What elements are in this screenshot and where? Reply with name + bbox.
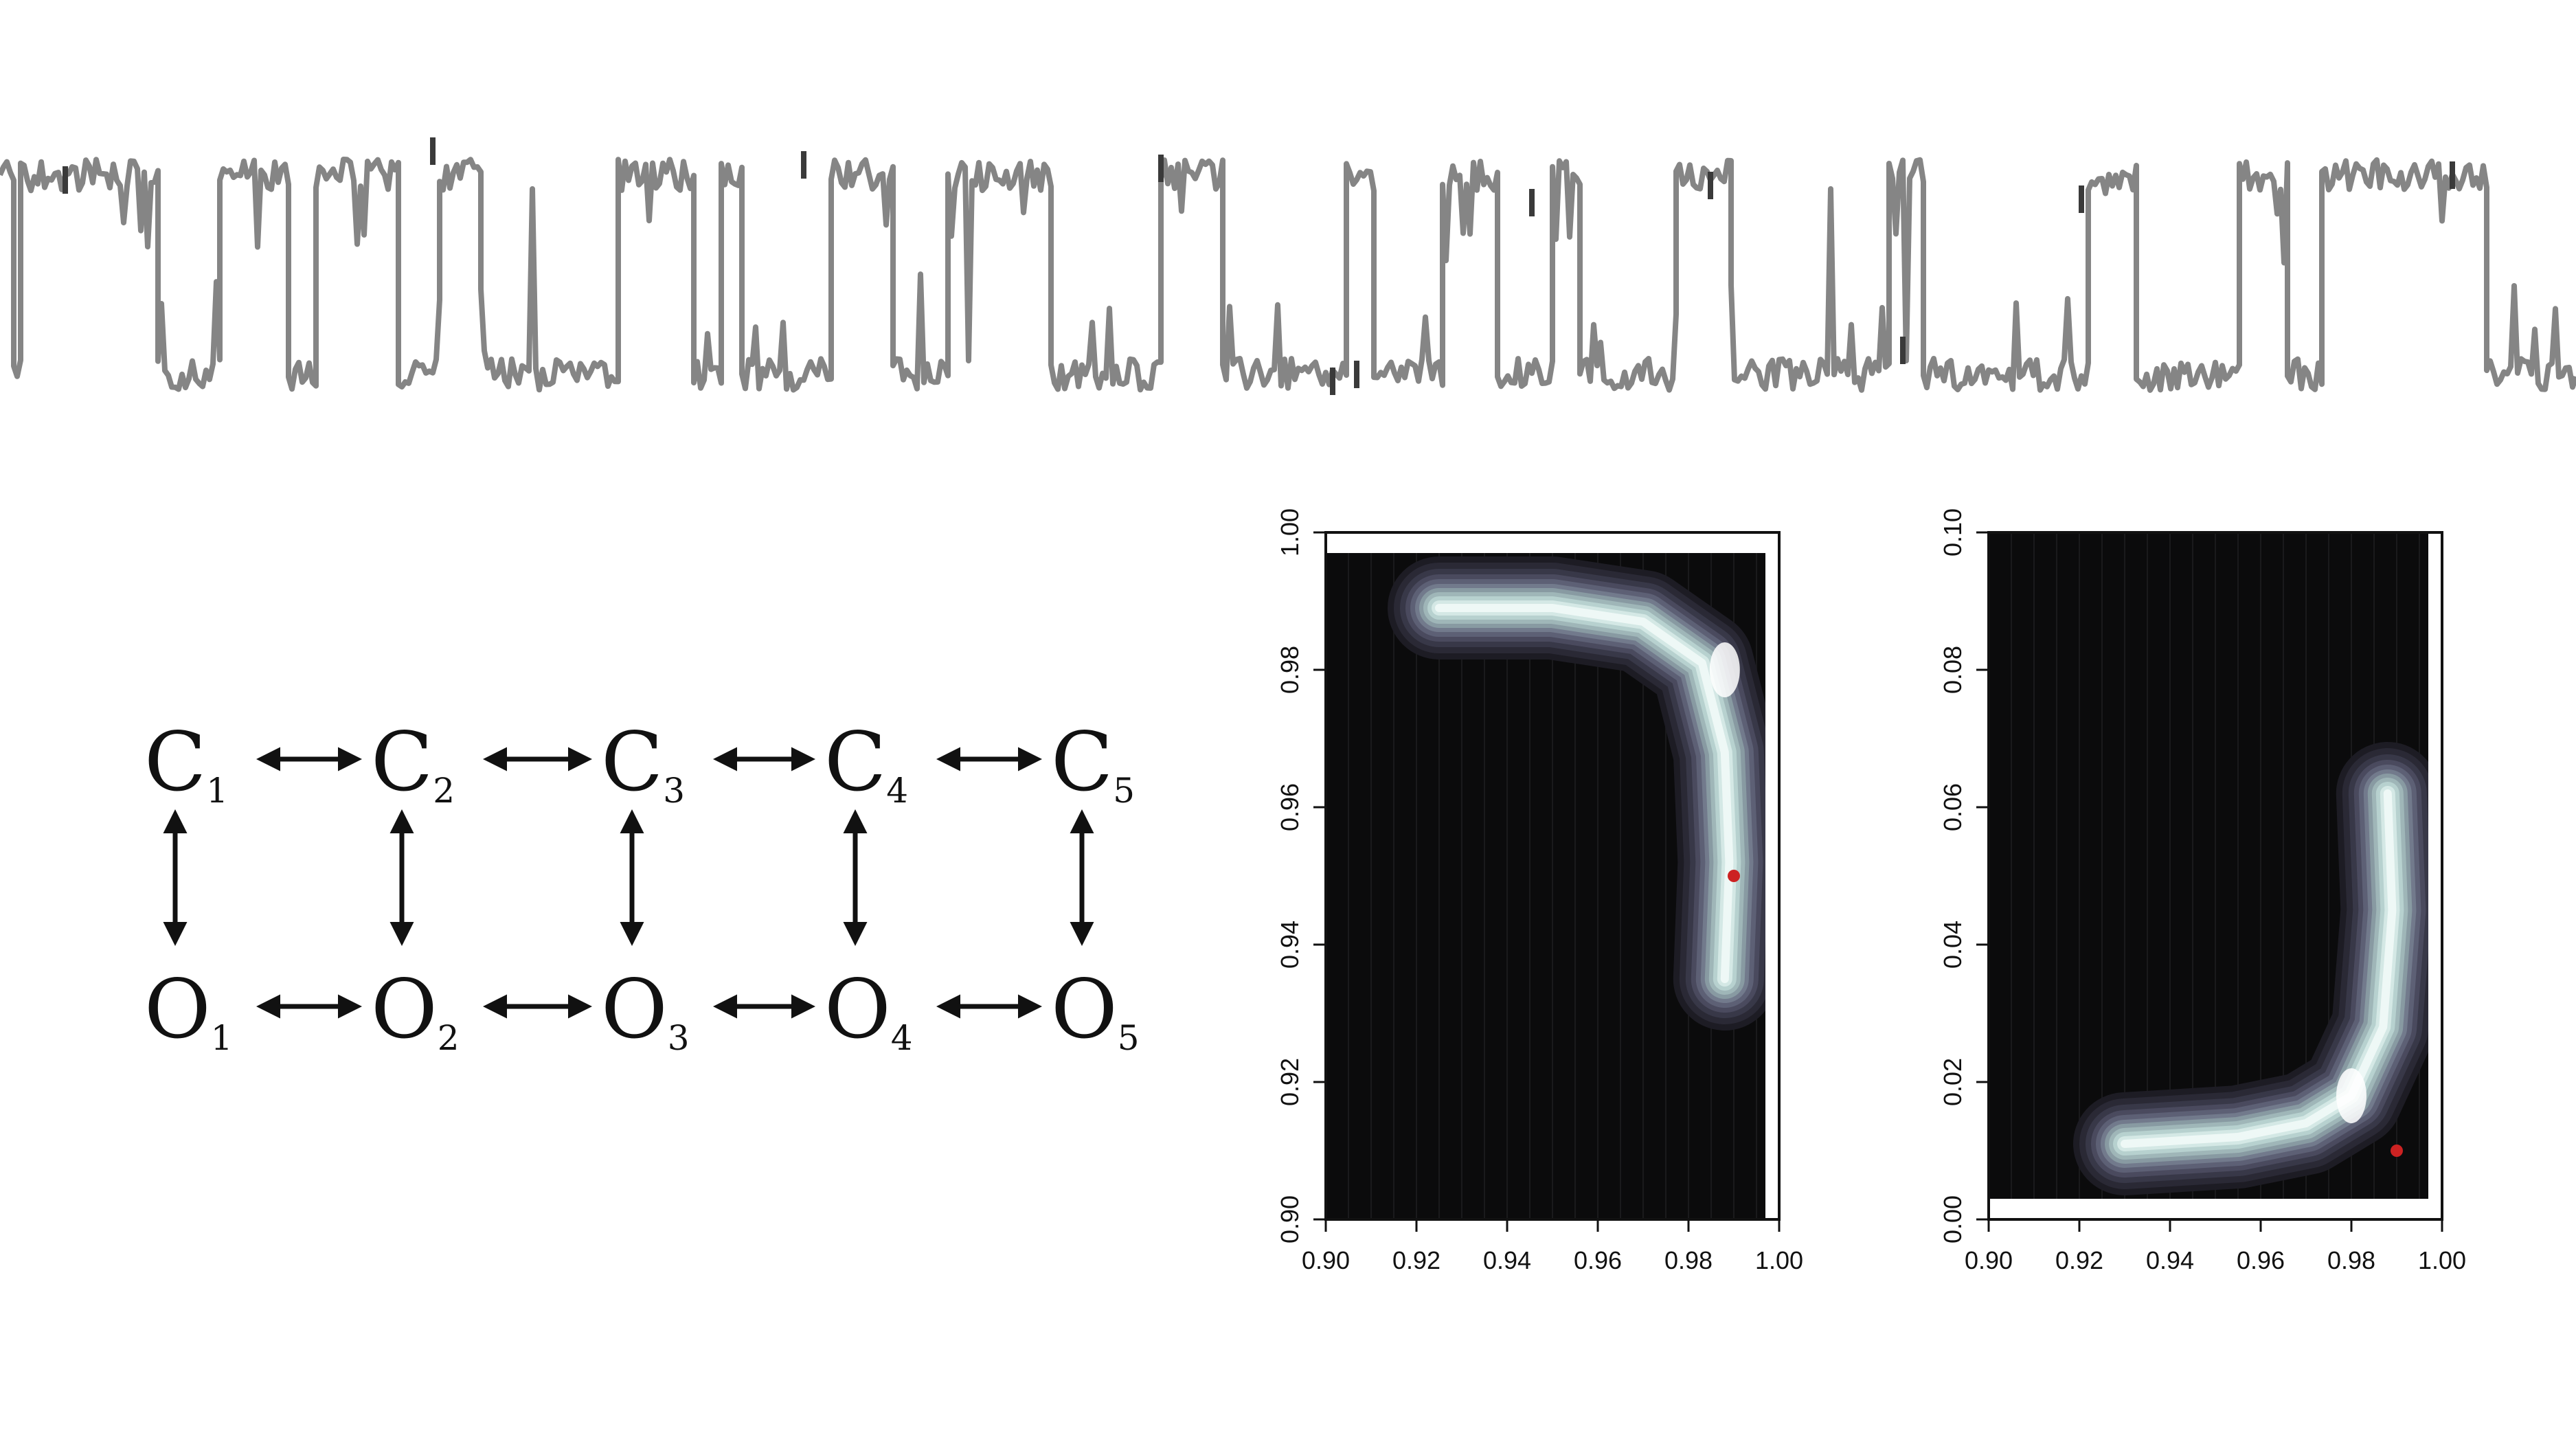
- y-tick-label: 0.96: [1276, 783, 1304, 831]
- state-c4: C4: [824, 714, 908, 811]
- y-tick-label: 0.08: [1939, 646, 1967, 694]
- current-trace: [0, 137, 2576, 395]
- y-tick-label: 0.10: [1939, 508, 1967, 556]
- plot-frame: [1324, 531, 1781, 1221]
- x-tick-label: 0.94: [2146, 1246, 2194, 1274]
- x-tick-label: 0.96: [2237, 1246, 2285, 1274]
- density-contours: [2073, 742, 2428, 1195]
- x-tick-label: 0.92: [1392, 1246, 1440, 1274]
- trace-line: [0, 157, 2576, 393]
- density-peak: [2336, 1068, 2366, 1123]
- density-contours: [1388, 556, 1765, 1030]
- x-tick-label: 0.92: [2055, 1246, 2103, 1274]
- y-tick-label: 0.90: [1276, 1195, 1304, 1243]
- x-tick-label: 0.96: [1574, 1246, 1622, 1274]
- x-tick-label: 0.90: [1302, 1246, 1350, 1274]
- y-tick-label: 0.04: [1939, 921, 1967, 969]
- state-c1: C1: [144, 714, 228, 811]
- state-o3: O3: [601, 962, 690, 1058]
- x-tick-label: 0.94: [1483, 1246, 1531, 1274]
- y-tick-label: 0.00: [1939, 1195, 1967, 1243]
- contour-band-11: [1435, 604, 1734, 983]
- contour-plot-left: 0.90 0.92 0.94 0.96 0.98 1.00 0.90 0.92 0.94 0.96…: [1276, 508, 1803, 1274]
- y-tick-label: 0.02: [1939, 1058, 1967, 1106]
- state-o1: O1: [144, 962, 233, 1058]
- y-tick-label: 1.00: [1276, 508, 1304, 556]
- estimate-marker: [1728, 870, 1740, 882]
- state-o2: O2: [371, 962, 460, 1058]
- x-tick-label: 0.98: [2327, 1246, 2375, 1274]
- contour-plot-right: 0.90 0.92 0.94 0.96 0.98 1.00 0.00 0.02 0.04 0.06…: [1939, 508, 2466, 1274]
- state-o5: O5: [1051, 962, 1140, 1058]
- y-tick-label: 0.94: [1276, 921, 1304, 969]
- x-tick-label: 1.00: [2418, 1246, 2466, 1274]
- x-tick-label: 0.90: [1965, 1246, 2013, 1274]
- y-tick-label: 0.98: [1276, 646, 1304, 694]
- state-diagram: C1 C2 C3 C4 C5 O1 O2 O3 O4 O5: [144, 714, 1140, 1058]
- state-c5: C5: [1051, 714, 1135, 811]
- y-tick-label: 0.92: [1276, 1058, 1304, 1106]
- x-tick-label: 0.98: [1664, 1246, 1713, 1274]
- state-o4: O4: [824, 962, 913, 1058]
- plot-frame: [1987, 531, 2443, 1221]
- density-peak: [1709, 642, 1740, 697]
- y-tick-label: 0.06: [1939, 783, 1967, 831]
- state-c2: C2: [371, 714, 455, 811]
- state-c3: C3: [601, 714, 685, 811]
- estimate-marker: [2391, 1145, 2403, 1157]
- x-tick-label: 1.00: [1755, 1246, 1803, 1274]
